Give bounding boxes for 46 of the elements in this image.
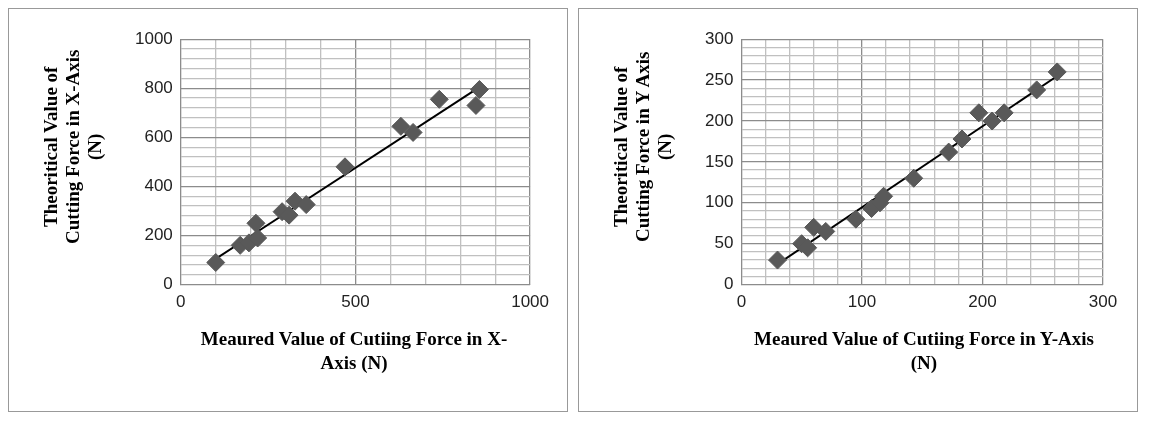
y-tick-label: 1000 xyxy=(134,28,173,48)
y-tick-label: 800 xyxy=(144,77,173,97)
y-axis-title: Theoritical Value of Cutting Force in X-Axis (N) xyxy=(40,48,106,246)
x-tick-label: 300 xyxy=(1088,292,1118,312)
y-tick-label: 50 xyxy=(714,233,734,253)
y-axis-title: Theoritical Value of Cutting Force in Y Axis (N) xyxy=(610,50,676,244)
y-tick-label: 0 xyxy=(723,274,734,294)
x-tick-label: 200 xyxy=(968,292,997,312)
x-tick-label: 0 xyxy=(736,292,747,312)
y-tick-label: 250 xyxy=(704,69,734,89)
x-axis-title: Meaured Value of Cutiing Force in Y-Axis (N) xyxy=(754,327,1094,375)
point xyxy=(952,129,972,149)
y-tick-label: 200 xyxy=(144,225,173,245)
y-tick-label: 400 xyxy=(144,176,173,196)
point xyxy=(429,89,449,109)
point xyxy=(296,195,316,215)
y-tick-label: 300 xyxy=(704,28,734,48)
y-tick-label: 200 xyxy=(704,110,734,130)
x-axis-title: Meaured Value of Cutiing Force in X-Axis (N) xyxy=(199,327,509,375)
point xyxy=(246,213,266,233)
point xyxy=(248,228,268,248)
point xyxy=(904,168,924,188)
point xyxy=(403,122,423,142)
point xyxy=(335,157,355,177)
point xyxy=(816,221,836,241)
point xyxy=(391,116,411,136)
x-tick-label: 500 xyxy=(341,292,370,312)
point xyxy=(969,103,989,123)
y-tick-label: 0 xyxy=(163,274,173,294)
point xyxy=(939,142,959,162)
point xyxy=(206,253,226,273)
point xyxy=(768,250,788,270)
point xyxy=(982,111,1002,131)
y-tick-label: 100 xyxy=(704,192,734,212)
point xyxy=(1027,80,1047,100)
y-tick-label: 600 xyxy=(144,127,173,147)
point xyxy=(1047,62,1067,82)
x-tick-label: 100 xyxy=(847,292,877,312)
y-tick-label: 150 xyxy=(704,151,734,171)
x-tick-label: 0 xyxy=(176,292,186,312)
point xyxy=(804,217,824,237)
point xyxy=(994,103,1014,123)
point xyxy=(466,95,486,115)
x-tick-label: 1000 xyxy=(511,292,549,312)
point xyxy=(469,80,489,100)
point xyxy=(846,209,866,229)
